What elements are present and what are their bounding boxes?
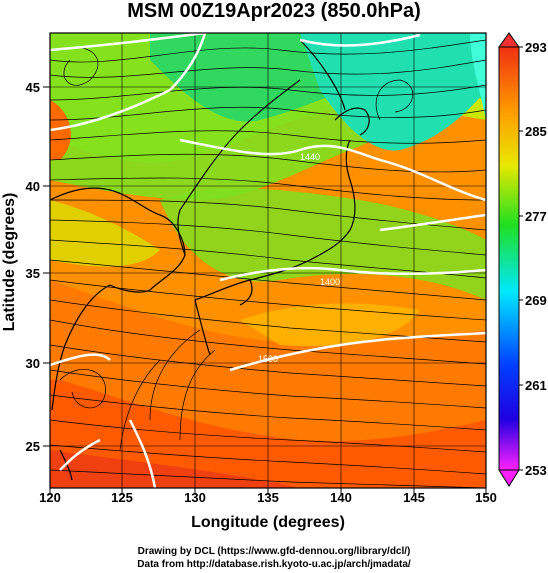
colorbar-tick-label: 285 [525,124,547,139]
credit-data-source: Data from http://database.rish.kyoto-u.a… [137,559,411,570]
contour-label: 1500 [258,354,278,364]
x-axis-label: Longitude (degrees) [191,514,345,531]
y-tick-label: 30 [26,356,40,371]
coastlines [50,39,370,481]
x-tick-label: 150 [475,490,497,505]
credit-drawing: Drawing by DCL (https://www.gfd-dennou.o… [137,546,411,557]
contour-label: 1440 [300,152,320,162]
y-axis-label: Latitude (degrees) [1,193,18,332]
x-tick-label: 135 [257,490,279,505]
colorbar-tick-label: 261 [525,378,547,393]
colorbar-tick-label: 253 [525,463,547,478]
colorbar-tick-label: 277 [525,209,547,224]
x-tick-label: 140 [330,490,352,505]
contour-labels: 1440 1500 1400 [258,152,340,364]
colorbar-max-arrow [498,32,520,48]
x-tick-label: 120 [39,490,61,505]
x-axis: 120 125 130 135 140 145 150 Longitude (d… [39,488,497,531]
colorbar-tick-label: 293 [525,40,547,55]
height-contours [50,33,486,488]
map-title: MSM 00Z19Apr2023 (850.0hPa) [127,0,421,22]
colorbar: 293 285 277 269 261 253 [498,32,547,487]
x-tick-label: 125 [111,490,133,505]
y-tick-label: 45 [26,80,40,95]
colorbar-scale [498,46,520,471]
x-tick-label: 130 [184,490,206,505]
grid-lines [50,33,486,488]
y-tick-label: 35 [26,266,40,281]
contour-label: 1400 [320,277,340,287]
colorbar-min-arrow [498,469,520,487]
y-tick-label: 40 [26,179,40,194]
temperature-field [50,33,486,488]
y-tick-label: 25 [26,439,40,454]
colorbar-tick-label: 269 [525,293,547,308]
x-tick-label: 145 [403,490,425,505]
y-axis: 25 30 35 40 45 Latitude (degrees) [1,80,50,454]
